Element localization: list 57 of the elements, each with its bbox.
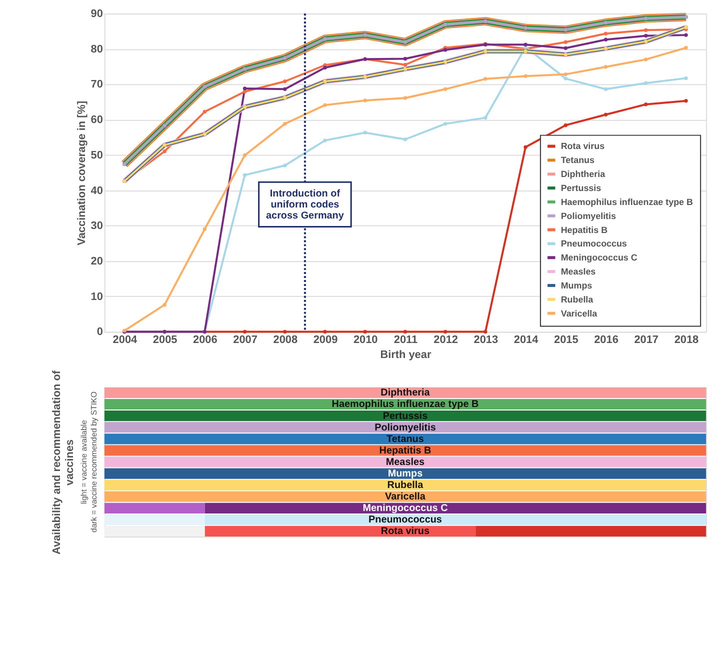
x-tick-label: 2004 xyxy=(112,334,138,346)
x-tick-label: 2007 xyxy=(233,334,258,346)
legend-label: Pneumococcus xyxy=(560,238,627,249)
category-label: Hepatitis B xyxy=(379,445,432,456)
x-tick-label: 2012 xyxy=(434,334,458,346)
x-tick-label: 2006 xyxy=(193,334,218,346)
category-label: Pertussis xyxy=(382,410,428,422)
x-tick-label: 2008 xyxy=(273,334,298,346)
x-tick-label: 2009 xyxy=(313,334,338,346)
legend-label: Haemophilus influenzae type B xyxy=(560,196,694,207)
x-tick-label: 2016 xyxy=(594,334,618,346)
y-axis-title: Availability and recommendation of vaccines xyxy=(51,370,76,555)
category-label: Measles xyxy=(386,456,425,468)
category-label: Diphtheria xyxy=(380,388,430,399)
legend-label: Meningococcus C xyxy=(560,252,638,263)
y-tick-label: 10 xyxy=(90,290,103,303)
text: dark = vaccine recommended by STIKO xyxy=(89,392,98,532)
category-label: Tetanus xyxy=(386,434,424,445)
category-label: Mumps xyxy=(388,468,423,480)
x-tick-label: 2014 xyxy=(514,334,540,346)
legend-label: Pertussis xyxy=(560,182,602,193)
text: light = vaccine available xyxy=(80,419,89,504)
category-label: Meningococcus C xyxy=(362,503,448,514)
y-tick-label: 30 xyxy=(90,220,103,232)
x-tick-label: 2011 xyxy=(394,334,418,346)
y-axis-title: Vaccination coverage in [%] xyxy=(76,100,88,246)
y-tick-label: 40 xyxy=(90,184,103,197)
category-label: Poliomyelitis xyxy=(374,422,436,434)
legend-label: Poliomyelitis xyxy=(560,210,616,221)
x-axis-title: Birth year xyxy=(380,349,432,362)
category-label: Varicella xyxy=(385,492,426,503)
ref-line-label: Introduction of uniform codes across Germany xyxy=(266,188,344,222)
y-tick-label: 60 xyxy=(90,114,103,126)
category-label: Pneumococcus xyxy=(368,514,442,526)
y-tick-label: 20 xyxy=(90,255,103,268)
x-tick-label: 2010 xyxy=(353,334,378,346)
legend-label: Rota virus xyxy=(560,141,605,152)
x-tick-label: 2018 xyxy=(674,334,699,346)
legend-label: Measles xyxy=(560,266,596,277)
y-tick-label: 50 xyxy=(90,149,103,162)
category-label: Rota virus xyxy=(380,526,430,538)
category-label: Rubella xyxy=(387,480,424,492)
legend-label: Tetanus xyxy=(560,155,594,166)
legend-label: Varicella xyxy=(560,308,598,318)
category-label: Haemophilus influenzae type B xyxy=(332,399,479,410)
y-tick-label: 70 xyxy=(90,78,103,91)
x-tick-label: 2015 xyxy=(554,334,578,346)
legend-label: Mumps xyxy=(560,280,592,290)
legend-label: Hepatitis B xyxy=(560,224,608,235)
x-tick-label: 2005 xyxy=(152,334,178,346)
legend-label: Rubella xyxy=(560,294,594,304)
y-tick-label: 0 xyxy=(96,326,103,338)
x-tick-label: 2017 xyxy=(634,334,659,346)
x-tick-label: 2013 xyxy=(474,334,498,346)
legend-label: Diphtheria xyxy=(560,169,606,180)
y-tick-label: 90 xyxy=(90,8,103,20)
y-tick-label: 80 xyxy=(90,43,103,56)
